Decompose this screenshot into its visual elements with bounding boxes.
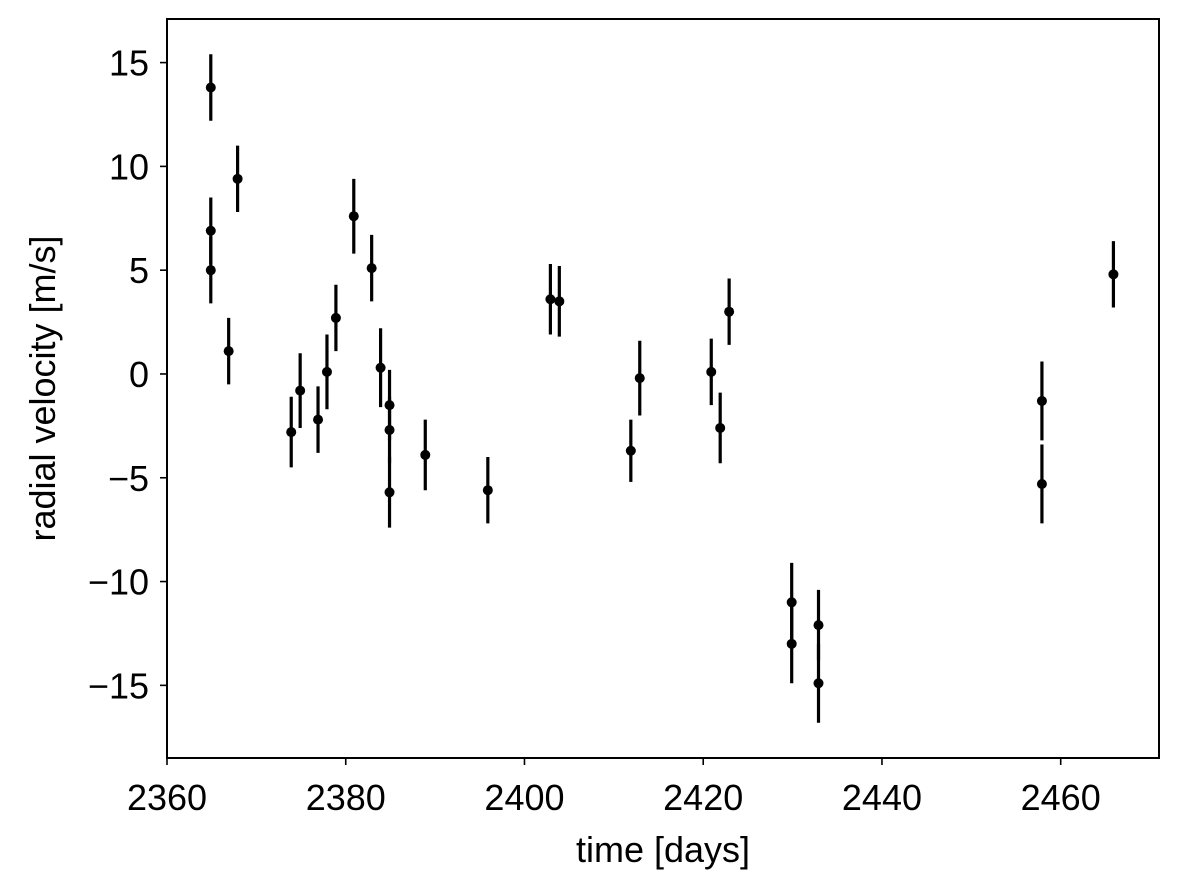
x-tick-label: 2460: [1021, 777, 1101, 818]
data-point: [634, 373, 645, 384]
data-point: [813, 620, 824, 631]
y-tick-label: −15: [88, 665, 149, 706]
y-tick-label: 0: [129, 354, 149, 395]
data-point: [1108, 269, 1119, 280]
data-point: [813, 678, 824, 689]
y-tick-label: 15: [109, 43, 149, 84]
data-point: [786, 597, 797, 608]
data-point: [1036, 395, 1047, 406]
data-point: [205, 265, 216, 276]
y-tick-label: 5: [129, 250, 149, 291]
data-point: [375, 362, 386, 373]
data-point: [724, 306, 735, 317]
data-point: [313, 414, 324, 425]
x-tick-label: 2420: [663, 777, 743, 818]
data-point: [295, 385, 306, 396]
x-tick-label: 2380: [306, 777, 386, 818]
data-point: [384, 425, 395, 436]
data-point: [786, 638, 797, 649]
y-axis: −15 −10 −5 0 5 10 15: [88, 43, 167, 706]
data-point: [348, 211, 359, 222]
plot-frame: [166, 18, 1160, 759]
data-point: [223, 346, 234, 357]
data-point: [1036, 478, 1047, 489]
data-point: [625, 445, 636, 456]
x-axis: 2360 2380 2400 2420 2440 2460: [127, 758, 1101, 818]
y-axis-label: radial velocity [m/s]: [22, 235, 63, 541]
data-point: [286, 427, 297, 438]
data-point: [366, 263, 377, 274]
y-tick-label: 10: [109, 146, 149, 187]
data-point: [545, 294, 556, 305]
data-point: [420, 449, 431, 460]
data-point: [205, 225, 216, 236]
data-point: [330, 312, 341, 323]
data-point: [321, 366, 332, 377]
data-point: [482, 485, 493, 496]
data-marks: [205, 54, 1119, 723]
data-point: [205, 82, 216, 93]
x-axis-label: time [days]: [576, 829, 750, 870]
data-point: [715, 422, 726, 433]
x-tick-label: 2360: [127, 777, 207, 818]
y-tick-label: −10: [88, 562, 149, 603]
data-point: [706, 366, 717, 377]
data-point: [232, 173, 243, 184]
data-point: [384, 487, 395, 498]
y-tick-label: −5: [108, 458, 149, 499]
x-tick-label: 2400: [484, 777, 564, 818]
data-point: [554, 296, 565, 307]
x-tick-label: 2440: [842, 777, 922, 818]
